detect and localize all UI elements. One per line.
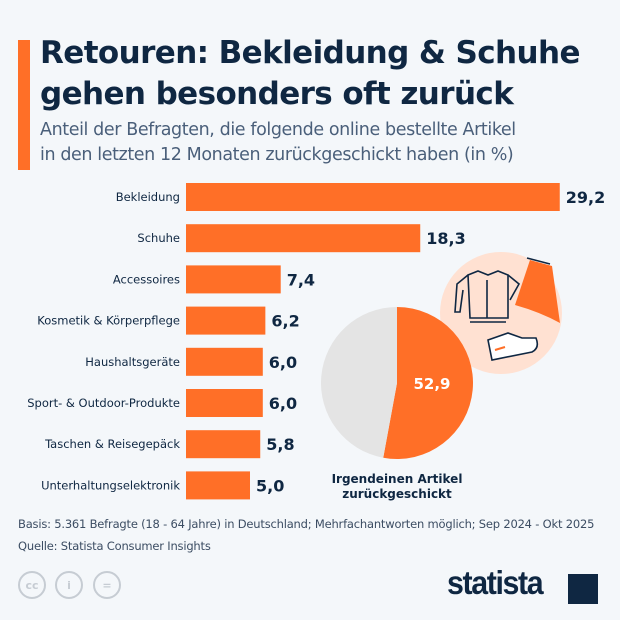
- bar: [186, 430, 261, 459]
- value-label: 6,0: [269, 394, 297, 413]
- footer-source: Quelle: Statista Consumer Insights: [18, 539, 211, 553]
- pie-value-label: 52,9: [413, 375, 450, 393]
- category-label: Unterhaltungselektronik: [41, 478, 180, 492]
- chart-subtitle: Anteil der Befragten, die folgende onlin…: [40, 118, 516, 168]
- bar: [186, 265, 281, 294]
- pie-caption-line-2: zurückgeschickt: [342, 487, 452, 501]
- statista-logo-mark: [568, 574, 598, 604]
- value-label: 18,3: [426, 229, 465, 248]
- subtitle-line-1: Anteil der Befragten, die folgende onlin…: [40, 120, 516, 140]
- statista-logo[interactable]: statista: [447, 564, 544, 601]
- value-label: 29,2: [566, 188, 605, 207]
- sneaker-icon: [487, 332, 539, 361]
- dress-on-hanger-icon: [515, 257, 560, 323]
- category-label: Taschen & Reisegepäck: [44, 437, 180, 451]
- category-label: Schuhe: [137, 231, 180, 245]
- category-label: Accessoires: [113, 272, 180, 286]
- value-label: 6,2: [271, 312, 299, 331]
- title-line-1: Retouren: Bekleidung & Schuhe: [40, 35, 580, 71]
- value-label: 5,8: [266, 435, 294, 454]
- bar: [186, 389, 263, 417]
- bar: [186, 224, 421, 253]
- pie-slice: [321, 307, 397, 458]
- attribution-icon[interactable]: i: [55, 571, 83, 599]
- footer-basis: Basis: 5.361 Befragte (18 - 64 Jahre) in…: [18, 517, 595, 531]
- value-label: 6,0: [269, 353, 297, 372]
- title-line-2: gehen besonders oft zurück: [40, 76, 514, 112]
- pie-caption-line-1: Irgendeinen Artikel: [332, 472, 463, 486]
- subtitle-line-2: in den letzten 12 Monaten zurückgeschick…: [40, 145, 514, 165]
- icons-group: [440, 252, 562, 374]
- category-label: Kosmetik & Körperpflege: [37, 314, 180, 328]
- creative-commons-icon[interactable]: cc: [18, 571, 46, 599]
- value-label: 7,4: [287, 270, 315, 289]
- bar-chart: Bekleidung 29,2 Schuhe 18,3 Accessoires 7,4 Ko…: [27, 183, 605, 500]
- value-label: 5,0: [256, 476, 284, 495]
- bar: [186, 306, 266, 335]
- pie-chart: 52,9: [321, 307, 474, 459]
- no-derivatives-icon[interactable]: =: [93, 571, 121, 599]
- jacket-icon: [454, 270, 521, 323]
- title-accent-bar: [18, 40, 30, 170]
- bar: [186, 471, 250, 500]
- pie-slice: [383, 307, 474, 459]
- category-label: Bekleidung: [116, 190, 180, 204]
- category-label: Sport- & Outdoor-Produkte: [27, 396, 180, 410]
- bar: [186, 347, 263, 376]
- chart-title: Retouren: Bekleidung & Schuhe gehen beso…: [40, 33, 580, 115]
- category-label: Haushaltsgeräte: [85, 355, 180, 369]
- bar: [186, 183, 560, 211]
